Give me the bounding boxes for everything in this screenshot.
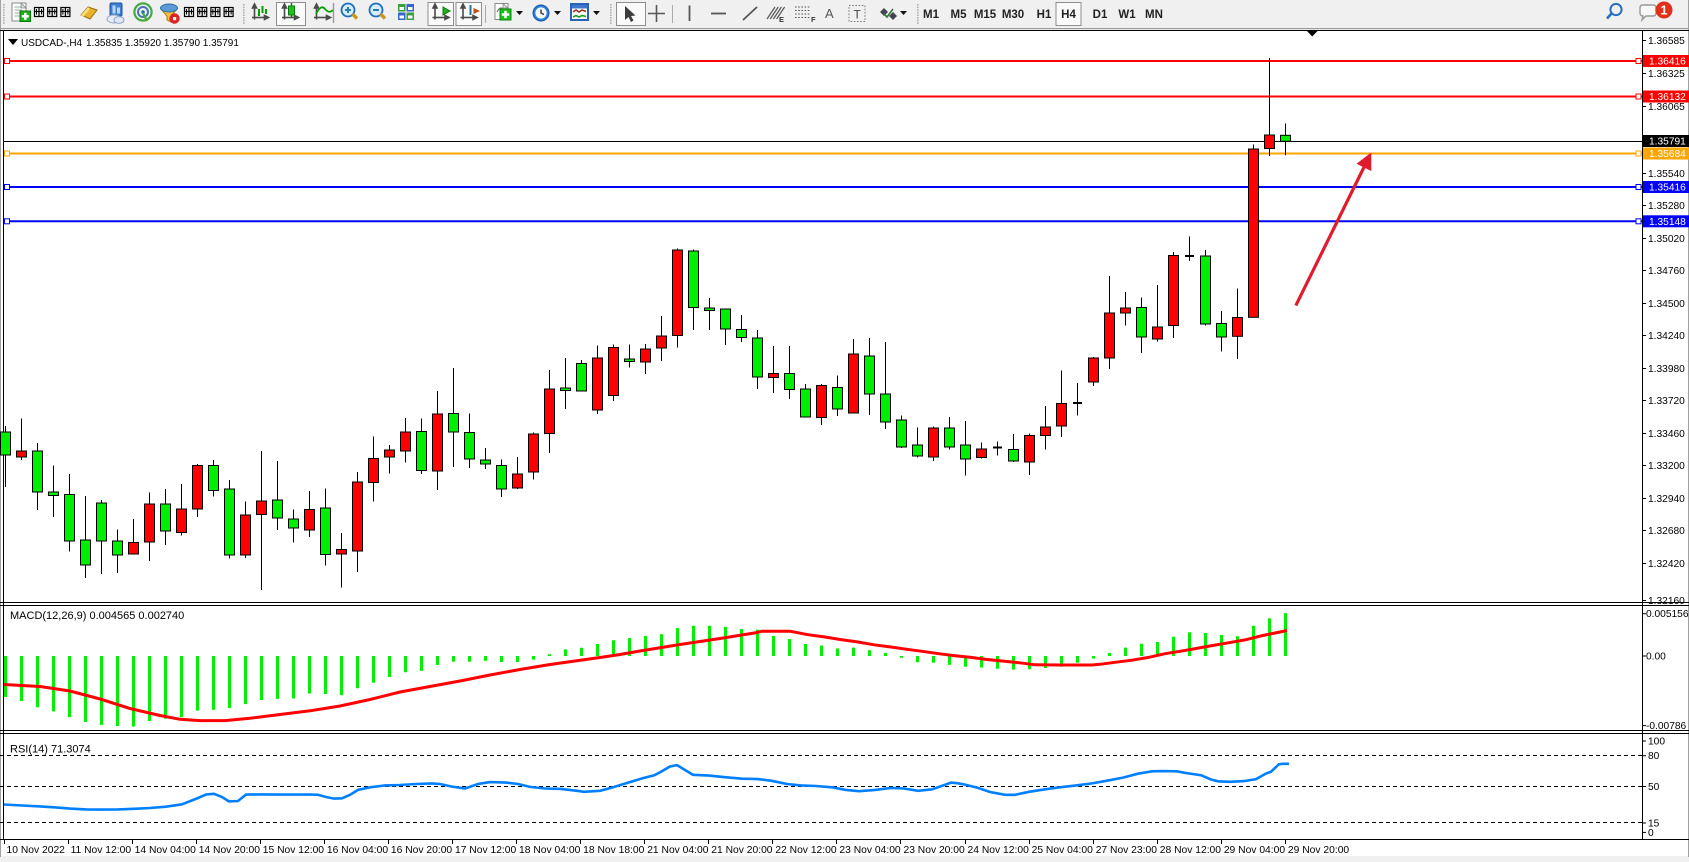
svg-text:A: A xyxy=(825,6,834,21)
svg-text:T: T xyxy=(854,8,862,22)
svg-text:18 Nov 04:00: 18 Nov 04:00 xyxy=(519,845,581,856)
svg-text:1.35791: 1.35791 xyxy=(1649,137,1686,148)
svg-text:21 Nov 20:00: 21 Nov 20:00 xyxy=(711,845,773,856)
svg-text:D1: D1 xyxy=(1093,9,1108,21)
svg-text:16 Nov 20:00: 16 Nov 20:00 xyxy=(391,845,453,856)
svg-text:USDCAD-,H4: USDCAD-,H4 xyxy=(21,38,83,49)
svg-text:11 Nov 12:00: 11 Nov 12:00 xyxy=(71,845,132,856)
svg-text:15: 15 xyxy=(1648,819,1660,830)
svg-text:1.34760: 1.34760 xyxy=(1648,266,1685,277)
svg-text:14 Nov 04:00: 14 Nov 04:00 xyxy=(135,845,197,856)
svg-text:1.35540: 1.35540 xyxy=(1648,169,1685,180)
svg-text:M15: M15 xyxy=(974,9,997,21)
svg-text:16 Nov 04:00: 16 Nov 04:00 xyxy=(327,845,389,856)
svg-text:1.35835 1.35920 1.35790 1.3579: 1.35835 1.35920 1.35790 1.35791 xyxy=(86,38,239,49)
svg-text:0.00: 0.00 xyxy=(1646,652,1666,663)
svg-text:1.35020: 1.35020 xyxy=(1648,234,1685,245)
svg-text:15 Nov 12:00: 15 Nov 12:00 xyxy=(263,845,325,856)
svg-text:17 Nov 12:00: 17 Nov 12:00 xyxy=(455,845,517,856)
svg-text:22 Nov 12:00: 22 Nov 12:00 xyxy=(775,845,837,856)
svg-text:1.33720: 1.33720 xyxy=(1648,396,1685,407)
svg-text:80: 80 xyxy=(1648,751,1660,762)
svg-text:1.33980: 1.33980 xyxy=(1648,364,1685,375)
svg-text:1.32160: 1.32160 xyxy=(1648,596,1685,607)
svg-text:21 Nov 04:00: 21 Nov 04:00 xyxy=(647,845,709,856)
svg-text:M1: M1 xyxy=(923,9,940,21)
svg-text:28 Nov 12:00: 28 Nov 12:00 xyxy=(1160,845,1222,856)
svg-text:H4: H4 xyxy=(1061,9,1076,21)
svg-text:1.32680: 1.32680 xyxy=(1648,526,1685,537)
svg-text:M5: M5 xyxy=(951,9,968,21)
svg-text:1.33200: 1.33200 xyxy=(1648,461,1685,472)
svg-text:1.36065: 1.36065 xyxy=(1648,102,1685,113)
svg-text:18 Nov 18:00: 18 Nov 18:00 xyxy=(583,845,645,856)
svg-text:1.35148: 1.35148 xyxy=(1649,217,1686,228)
svg-text:100: 100 xyxy=(1648,737,1665,748)
svg-text:23 Nov 04:00: 23 Nov 04:00 xyxy=(839,845,901,856)
svg-text:29 Nov 20:00: 29 Nov 20:00 xyxy=(1288,845,1350,856)
svg-text:M30: M30 xyxy=(1002,9,1024,21)
svg-text:1.35416: 1.35416 xyxy=(1649,183,1686,194)
svg-text:24 Nov 12:00: 24 Nov 12:00 xyxy=(968,845,1030,856)
svg-text:H1: H1 xyxy=(1037,9,1052,21)
svg-text:29 Nov 04:00: 29 Nov 04:00 xyxy=(1224,845,1286,856)
svg-text:1.34240: 1.34240 xyxy=(1648,331,1685,342)
svg-text:1.32940: 1.32940 xyxy=(1648,494,1685,505)
svg-text:0.005156: 0.005156 xyxy=(1646,609,1689,620)
svg-text:1.35684: 1.35684 xyxy=(1649,149,1686,160)
svg-text:50: 50 xyxy=(1648,782,1660,793)
svg-text:E: E xyxy=(779,15,784,24)
svg-text:10 Nov 2022: 10 Nov 2022 xyxy=(7,845,66,856)
svg-text:14 Nov 20:00: 14 Nov 20:00 xyxy=(199,845,261,856)
svg-text:1.34500: 1.34500 xyxy=(1648,299,1685,310)
svg-text:1.32420: 1.32420 xyxy=(1648,559,1685,570)
svg-text:1.33460: 1.33460 xyxy=(1648,429,1685,440)
svg-text:MN: MN xyxy=(1145,9,1163,21)
svg-text:1.36585: 1.36585 xyxy=(1648,36,1685,47)
svg-text:1.36416: 1.36416 xyxy=(1649,57,1686,68)
svg-text:1.36325: 1.36325 xyxy=(1648,69,1685,80)
svg-text:-0.00786: -0.00786 xyxy=(1646,721,1687,732)
svg-text:25 Nov 04:00: 25 Nov 04:00 xyxy=(1032,845,1094,856)
svg-text:RSI(14) 71.3074: RSI(14) 71.3074 xyxy=(10,744,91,756)
svg-text:1.36132: 1.36132 xyxy=(1649,92,1686,103)
svg-text:1: 1 xyxy=(1661,4,1668,18)
svg-text:0: 0 xyxy=(1648,828,1654,839)
svg-text:W1: W1 xyxy=(1118,9,1136,21)
svg-text:1.35280: 1.35280 xyxy=(1648,201,1685,212)
svg-text:F: F xyxy=(811,15,816,24)
svg-text:23 Nov 20:00: 23 Nov 20:00 xyxy=(903,845,965,856)
svg-text:27 Nov 23:00: 27 Nov 23:00 xyxy=(1096,845,1158,856)
svg-text:MACD(12,26,9) 0.004565 0.00274: MACD(12,26,9) 0.004565 0.002740 xyxy=(10,610,184,622)
